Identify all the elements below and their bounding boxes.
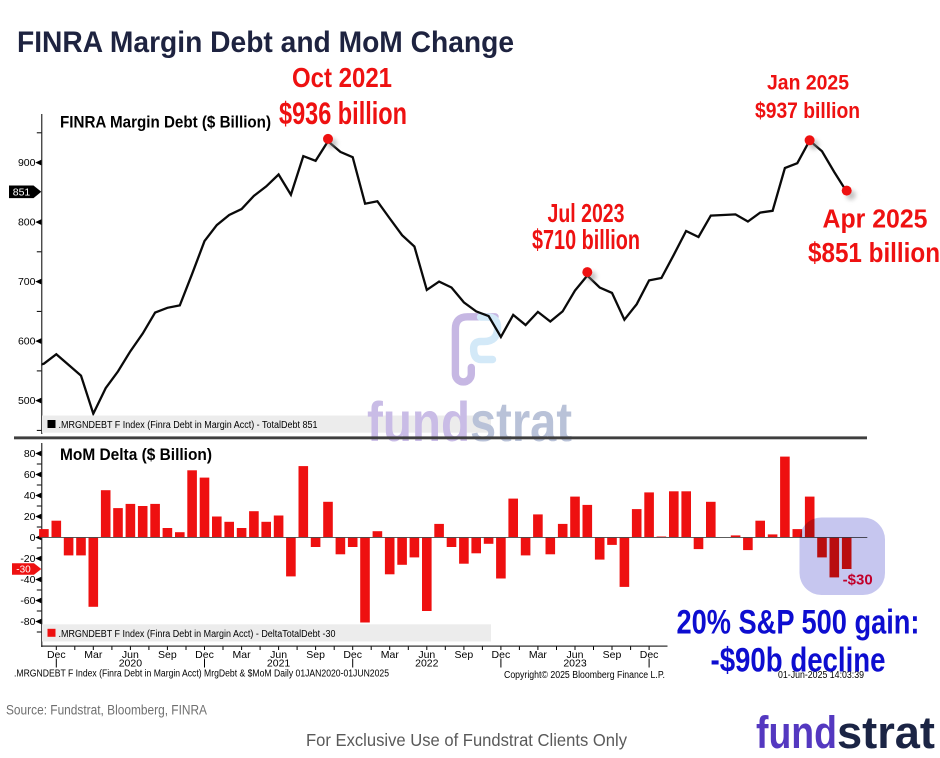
svg-text:01-Jun-2025 14:03:39: 01-Jun-2025 14:03:39: [778, 670, 864, 681]
svg-text:40: 40: [24, 490, 36, 502]
svg-text:Mar: Mar: [529, 649, 548, 661]
svg-text:600: 600: [18, 336, 36, 348]
svg-text:Dec: Dec: [640, 649, 659, 661]
svg-text:Sep: Sep: [455, 649, 474, 661]
svg-text:60: 60: [24, 469, 36, 481]
svg-text:Copyright© 2025 Bloomberg Fina: Copyright© 2025 Bloomberg Finance L.P.: [504, 670, 665, 681]
svg-text:-40: -40: [20, 574, 35, 586]
svg-text:800: 800: [18, 217, 36, 229]
svg-text:FINRA Margin Debt ($ Billion): FINRA Margin Debt ($ Billion): [60, 113, 271, 132]
svg-text:$710 billion: $710 billion: [532, 224, 640, 255]
svg-text:Mar: Mar: [84, 649, 103, 661]
svg-text:fund: fund: [756, 707, 837, 758]
svg-text:For Exclusive Use of Fundstrat: For Exclusive Use of Fundstrat Clients O…: [306, 730, 627, 750]
svg-text:Jun: Jun: [270, 649, 287, 661]
svg-text:700: 700: [18, 276, 36, 288]
svg-text:-$90b decline: -$90b decline: [711, 641, 886, 679]
svg-text:Jul 2023: Jul 2023: [548, 198, 625, 228]
svg-text:Jun: Jun: [418, 649, 435, 661]
svg-text:80: 80: [24, 448, 36, 460]
svg-text:851: 851: [13, 187, 31, 199]
svg-text:$851 billion: $851 billion: [808, 237, 940, 268]
svg-text:-$30: -$30: [843, 572, 873, 588]
svg-text:strat: strat: [470, 390, 572, 453]
svg-text:Dec: Dec: [343, 649, 362, 661]
svg-text:900: 900: [18, 157, 36, 169]
svg-text:Jun: Jun: [122, 649, 139, 661]
svg-text:Jun: Jun: [567, 649, 584, 661]
svg-text:20% S&P 500 gain:: 20% S&P 500 gain:: [677, 604, 920, 642]
svg-text:500: 500: [18, 395, 36, 407]
svg-text:strat: strat: [837, 707, 935, 758]
svg-text:-20: -20: [20, 553, 35, 565]
svg-text:2023: 2023: [563, 658, 587, 670]
svg-text:FINRA Margin Debt and MoM Chan: FINRA Margin Debt and MoM Change: [17, 26, 514, 59]
svg-text:-30: -30: [16, 565, 31, 576]
svg-text:Dec: Dec: [492, 649, 511, 661]
svg-text:Mar: Mar: [233, 649, 252, 661]
svg-text:Mar: Mar: [381, 649, 400, 661]
svg-text:-60: -60: [20, 595, 35, 607]
svg-text:0: 0: [30, 532, 36, 544]
svg-text:Oct 2021: Oct 2021: [292, 62, 392, 93]
svg-text:Dec: Dec: [47, 649, 66, 661]
svg-text:.MRGNDEBT F Index (Finra Debt: .MRGNDEBT F Index (Finra Debt in Margin …: [59, 420, 318, 431]
svg-text:$937 billion: $937 billion: [755, 98, 860, 123]
svg-text:.MRGNDEBT F Index (Finra Debt: .MRGNDEBT F Index (Finra Debt in Margin …: [59, 629, 336, 640]
svg-text:20: 20: [24, 511, 36, 523]
svg-text:Dec: Dec: [195, 649, 214, 661]
svg-text:MoM Delta ($ Billion): MoM Delta ($ Billion): [60, 445, 212, 464]
svg-text:Sep: Sep: [603, 649, 622, 661]
svg-text:Apr 2025: Apr 2025: [823, 206, 928, 234]
svg-text:Source: Fundstrat, Bloomberg,: Source: Fundstrat, Bloomberg, FINRA: [6, 703, 207, 718]
svg-text:$936 billion: $936 billion: [279, 95, 407, 131]
svg-text:Sep: Sep: [158, 649, 177, 661]
svg-text:fund: fund: [367, 390, 470, 453]
svg-text:.MRGNDEBT F Index (Finra Debt: .MRGNDEBT F Index (Finra Debt in Margin …: [14, 669, 389, 680]
svg-text:2021: 2021: [267, 658, 291, 670]
svg-text:Sep: Sep: [306, 649, 325, 661]
svg-text:Jan 2025: Jan 2025: [767, 70, 849, 94]
svg-text:2022: 2022: [415, 658, 439, 670]
svg-text:-80: -80: [20, 616, 35, 628]
svg-text:2020: 2020: [119, 658, 143, 670]
